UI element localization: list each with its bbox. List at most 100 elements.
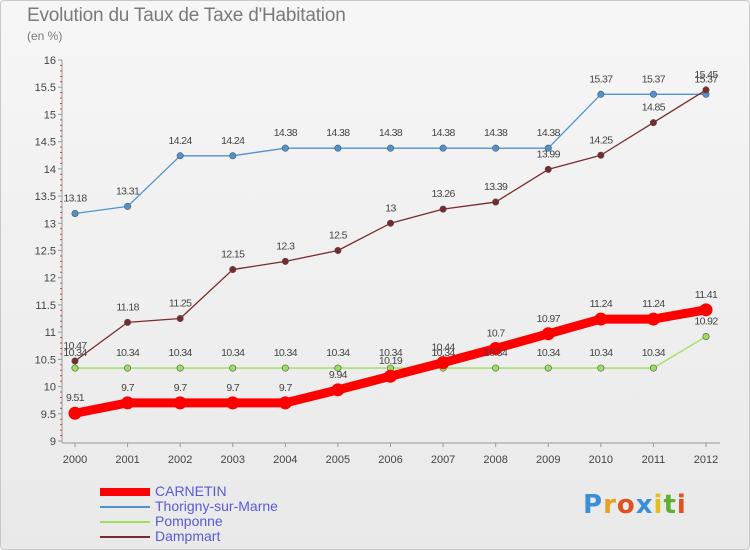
data-point <box>594 312 608 326</box>
data-label: 14.38 <box>274 127 298 139</box>
data-label: 14.38 <box>431 127 455 139</box>
data-label: 14.25 <box>589 134 613 146</box>
data-label: 10.34 <box>431 347 455 359</box>
data-label: 14.38 <box>379 127 403 139</box>
x-tick-label: 2008 <box>483 454 507 466</box>
data-point <box>492 198 500 206</box>
data-label: 10.34 <box>63 347 87 359</box>
data-point <box>278 396 292 410</box>
data-point <box>229 266 237 274</box>
y-tick-label: 15 <box>44 109 56 121</box>
data-point <box>489 341 503 355</box>
legend-label: Thorigny-sur-Marne <box>155 498 278 514</box>
data-label: 15.37 <box>589 73 613 85</box>
series-line-thorigny-sur-marne <box>74 93 707 215</box>
x-tick-label: 2010 <box>589 454 613 466</box>
data-point <box>649 119 657 127</box>
data-point <box>68 406 82 420</box>
data-point <box>229 364 237 372</box>
data-label: 10.44 <box>431 342 455 354</box>
x-tick-label: 2000 <box>63 454 87 466</box>
data-label: 10.34 <box>221 347 245 359</box>
data-label: 14.24 <box>221 135 245 147</box>
x-tick-label: 2003 <box>221 454 245 466</box>
y-tick-label: 13 <box>44 218 56 230</box>
y-tick-label: 15.5 <box>35 82 56 94</box>
x-tick-label: 2011 <box>642 454 666 466</box>
x-tick-label: 2006 <box>378 454 402 466</box>
data-point <box>384 369 397 383</box>
data-point <box>597 90 605 98</box>
data-point <box>439 205 447 213</box>
data-label: 14.38 <box>484 127 508 139</box>
data-point <box>226 396 240 410</box>
data-label: 10.34 <box>642 347 666 359</box>
legend-label: CARNETIN <box>155 483 227 499</box>
data-label: 13.18 <box>63 192 87 204</box>
data-label: 14.38 <box>537 127 561 139</box>
data-point <box>124 364 132 372</box>
data-label: 9.51 <box>66 392 85 404</box>
y-tick-label: 12.5 <box>35 246 56 258</box>
data-point <box>386 144 394 152</box>
data-point <box>281 144 289 152</box>
data-point <box>649 364 657 372</box>
data-label: 13.99 <box>537 148 561 160</box>
data-label: 10.34 <box>169 347 193 359</box>
data-label: 10.34 <box>274 347 298 359</box>
data-label: 13 <box>385 202 396 214</box>
data-point <box>334 364 342 372</box>
data-point <box>124 318 132 326</box>
x-tick-label: 2007 <box>431 454 455 466</box>
logo-letter: P <box>583 490 604 520</box>
data-label: 15.37 <box>694 73 718 85</box>
data-label: 9.94 <box>329 369 348 381</box>
data-point <box>229 152 237 160</box>
logo-letter: r <box>603 490 617 520</box>
data-label: 10.34 <box>537 347 561 359</box>
data-point <box>646 312 660 326</box>
data-label: 12.15 <box>221 249 245 261</box>
logo-letter: t <box>663 490 677 520</box>
data-point <box>702 86 710 94</box>
y-tick-label: 13.5 <box>35 191 56 203</box>
data-point <box>597 151 605 159</box>
data-label: 10.7 <box>487 327 506 339</box>
y-tick-label: 14.5 <box>35 137 56 149</box>
x-tick-label: 2012 <box>694 454 718 466</box>
data-point <box>124 202 132 210</box>
data-point <box>334 247 342 255</box>
data-label: 10.34 <box>116 347 140 359</box>
data-point <box>176 315 184 323</box>
data-point <box>649 90 657 98</box>
legend-label: Dampmart <box>155 528 221 544</box>
y-tick-label: 11.5 <box>35 300 56 312</box>
logo-letter: x <box>635 490 654 520</box>
data-point <box>597 364 605 372</box>
data-label: 10.34 <box>379 347 403 359</box>
data-point <box>544 144 552 152</box>
data-point <box>121 396 135 410</box>
data-point <box>386 219 394 227</box>
data-label: 13.26 <box>431 188 455 200</box>
data-point <box>492 364 500 372</box>
logo-letter: o <box>616 490 636 520</box>
data-label: 9.7 <box>121 382 135 394</box>
data-label: 14.85 <box>642 102 666 114</box>
data-label: 10.34 <box>589 347 613 359</box>
data-label: 10.19 <box>379 355 403 367</box>
data-label: 13.31 <box>116 185 140 197</box>
data-label: 11.25 <box>169 298 192 310</box>
chart-subtitle: (en %) <box>27 29 63 43</box>
data-point <box>331 383 345 397</box>
data-label: 11.24 <box>590 298 613 310</box>
data-point <box>436 356 450 370</box>
y-tick-label: 11 <box>45 327 56 339</box>
y-tick-label: 9.5 <box>41 409 56 421</box>
data-point <box>281 364 289 372</box>
data-label: 9.7 <box>226 382 240 394</box>
x-tick-label: 2004 <box>273 454 297 466</box>
data-label: 10.47 <box>63 340 87 352</box>
